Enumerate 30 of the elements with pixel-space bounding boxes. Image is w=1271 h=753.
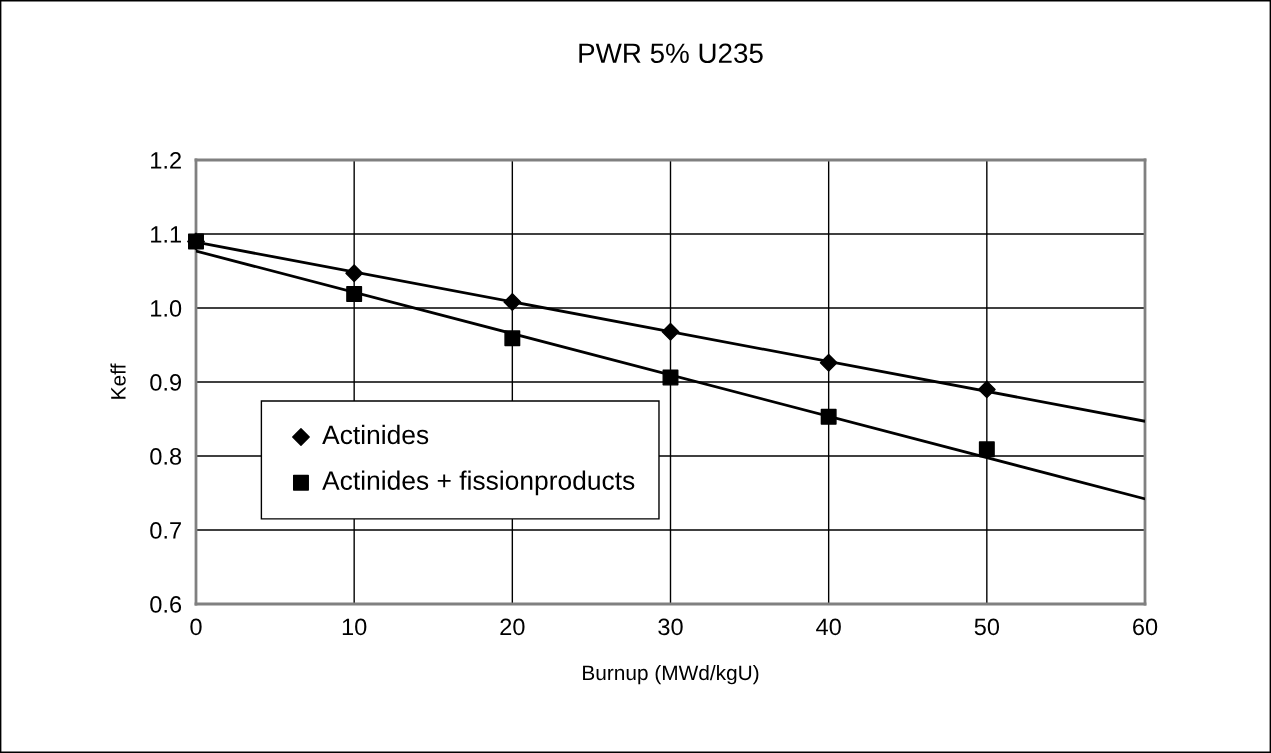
point bbox=[661, 322, 680, 341]
y-tick-label: 1.0 bbox=[151, 300, 182, 317]
x-tick-label: 30 bbox=[658, 618, 683, 636]
point bbox=[346, 285, 363, 302]
y-tick-label: 0.6 bbox=[150, 596, 182, 613]
point bbox=[820, 408, 837, 425]
x-tick-label: 20 bbox=[500, 618, 525, 636]
x-tick-label: 50 bbox=[974, 618, 1000, 636]
x-tick-label: 10 bbox=[342, 618, 367, 636]
x-tick-label: 0 bbox=[190, 618, 202, 636]
point bbox=[503, 293, 522, 311]
point bbox=[978, 441, 995, 458]
chart-title: PWR 5% U235 bbox=[579, 43, 763, 64]
y-tick-label: 0.7 bbox=[150, 522, 181, 539]
point bbox=[345, 264, 364, 283]
x-tick-label: 40 bbox=[816, 618, 841, 636]
legend-label: Actinides + fissionproducts bbox=[322, 470, 635, 496]
y-axis-title: Keff bbox=[110, 363, 126, 399]
y-tick-label: 0.8 bbox=[150, 448, 182, 465]
y-tick-label: 1.1 bbox=[151, 226, 181, 243]
legend-label: Actinides bbox=[322, 424, 429, 445]
point bbox=[819, 353, 838, 372]
point bbox=[977, 380, 996, 399]
point bbox=[504, 330, 521, 347]
x-tick-label: 60 bbox=[1133, 618, 1158, 636]
y-tick-label: 0.9 bbox=[150, 374, 181, 391]
point bbox=[188, 233, 204, 250]
x-axis-title: Burnup (MWd/kgU) bbox=[583, 664, 759, 685]
y-tick-label: 1.2 bbox=[151, 152, 181, 169]
point bbox=[662, 369, 679, 386]
